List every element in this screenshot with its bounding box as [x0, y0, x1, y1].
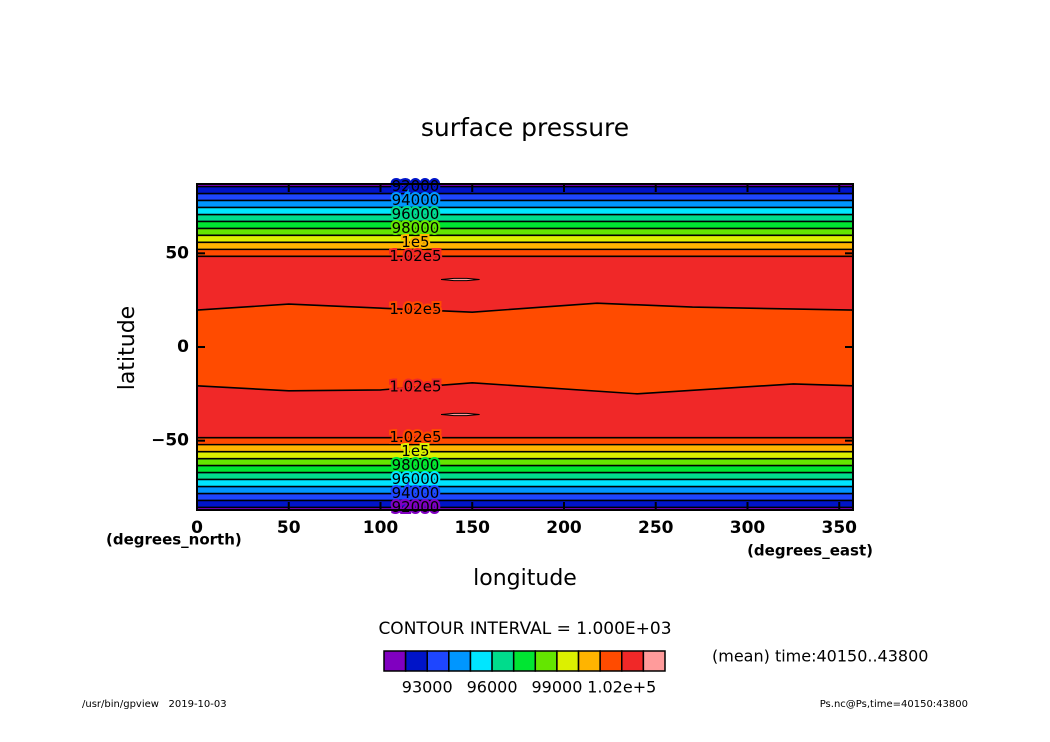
colorbar-box [556, 650, 580, 672]
contour-band [196, 458, 854, 466]
colorbar-box [534, 650, 558, 672]
contour-band [196, 493, 854, 501]
contour-label: 1.02e5 [389, 378, 441, 396]
colorbar-box [426, 650, 450, 672]
contour-band [196, 465, 854, 473]
contour-label: 94000 [392, 484, 440, 502]
y-tick-label: −50 [151, 431, 189, 451]
contour-band [196, 207, 854, 215]
colorbar-box [448, 650, 472, 672]
contour-band [196, 228, 854, 236]
colorbar-box [469, 650, 493, 672]
y-tick-label: 50 [165, 243, 189, 263]
colorbar-box [599, 650, 623, 672]
colorbar-label: 96000 [467, 678, 518, 697]
x-tick-label: 200 [546, 518, 582, 538]
x-tick-label: 50 [277, 518, 301, 538]
contour-label: 1.02e5 [389, 247, 441, 265]
contour-band [196, 235, 854, 243]
contour-line [196, 381, 854, 395]
colorbar-label: 1.02e+5 [587, 678, 656, 697]
time-note: (mean) time:40150..43800 [712, 647, 928, 666]
y-tick-label: 0 [177, 337, 189, 357]
colorbar-box [383, 650, 407, 672]
x-axis-label: longitude [473, 566, 577, 591]
contour-label: 96000 [392, 470, 440, 488]
contour-band [196, 479, 854, 487]
x-tick-label: 300 [730, 518, 766, 538]
colorbar-box [404, 650, 428, 672]
closed-contour [441, 412, 480, 417]
contour-band [196, 437, 854, 445]
contour-label: 98000 [392, 456, 440, 474]
colorbar-box [621, 650, 645, 672]
colorbar-box [491, 650, 515, 672]
colorbar-box [577, 650, 601, 672]
contour-label: 1.02e5 [389, 428, 441, 446]
contour-band [196, 221, 854, 229]
contour-band [196, 500, 854, 508]
x-tick-label: 150 [454, 518, 490, 538]
contour-label: 94000 [392, 191, 440, 209]
y-unit: (degrees_north) [106, 531, 242, 549]
contour-label: 1e5 [401, 442, 429, 460]
contour-label: 92000 [392, 498, 440, 516]
contour-band [196, 200, 854, 208]
contour-band [196, 486, 854, 494]
x-tick-label: 350 [821, 518, 857, 538]
contour-label: 98000 [392, 219, 440, 237]
colorbar-box [512, 650, 537, 672]
contour-label: 1.02e5 [389, 300, 441, 318]
contour-band [196, 249, 854, 257]
contour-band [196, 214, 854, 222]
contour-band [196, 444, 854, 452]
x-unit: (degrees_east) [747, 542, 873, 560]
contour-interval: CONTOUR INTERVAL = 1.000E+03 [378, 619, 671, 639]
contour-band [196, 302, 854, 395]
contour-band [196, 451, 854, 459]
footer-right: Ps.nc@Ps,time=40150:43800 [820, 699, 968, 710]
x-tick-label: 250 [638, 518, 674, 538]
colorbar-label: 93000 [402, 678, 453, 697]
y-axis-label: latitude [115, 306, 140, 390]
contour-label: 96000 [392, 205, 440, 223]
contour-label: 1e5 [401, 233, 429, 251]
chart-title: surface pressure [421, 113, 629, 142]
footer-left: /usr/bin/gpview 2019-10-03 [82, 699, 227, 710]
x-tick-label: 0 [191, 518, 203, 538]
colorbar-label: 99000 [531, 678, 582, 697]
contour-label: 92000 [392, 177, 440, 195]
contour-band [196, 472, 854, 480]
contour-band [196, 193, 854, 201]
contour-line [196, 302, 854, 313]
contour-band [196, 242, 854, 250]
contour-band [196, 186, 854, 194]
colorbar-box [642, 650, 666, 672]
closed-contour [441, 277, 480, 282]
x-tick-label: 100 [363, 518, 399, 538]
